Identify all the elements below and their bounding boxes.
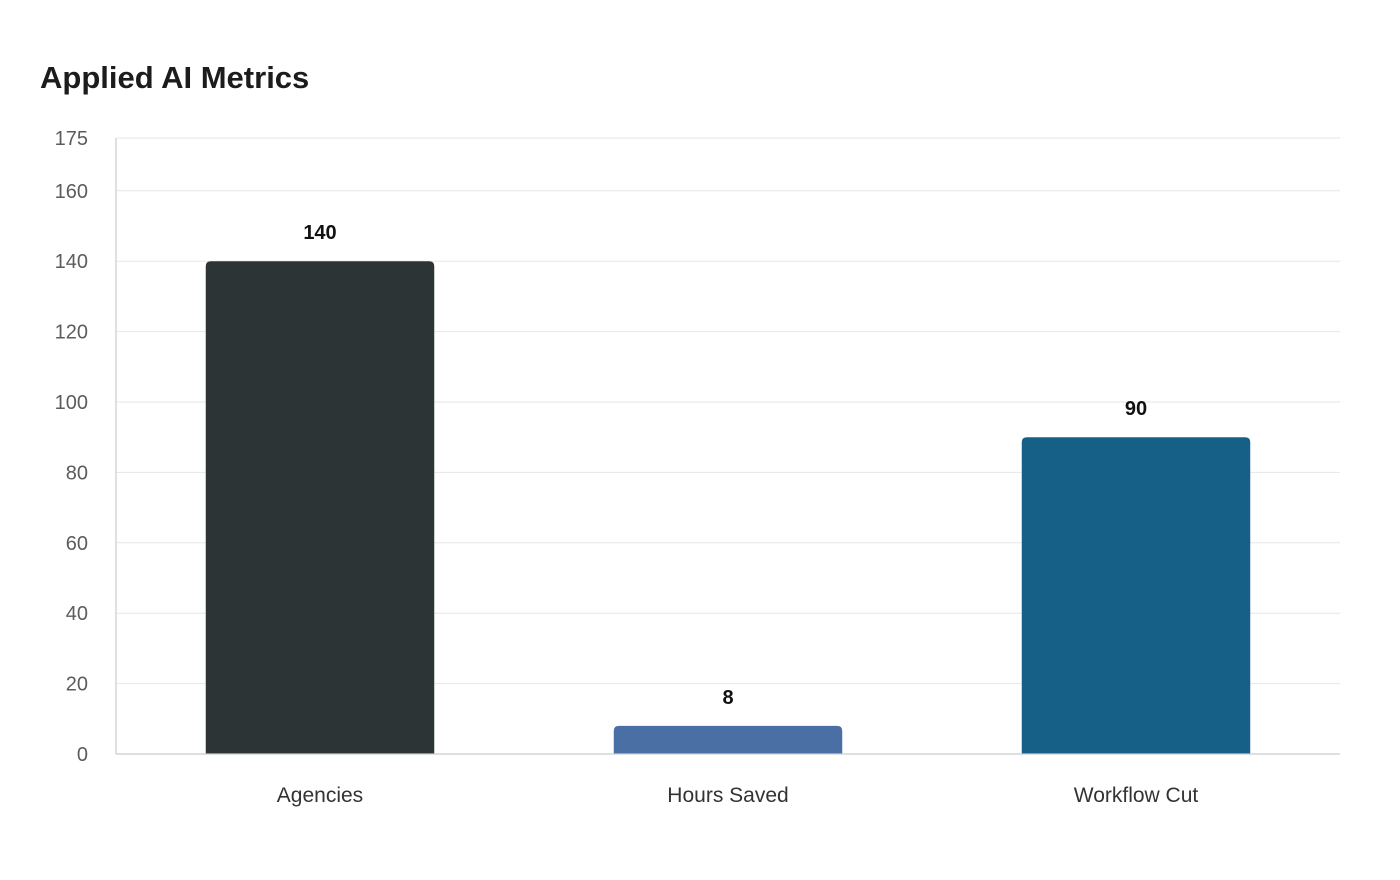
- y-tick-label: 80: [66, 462, 88, 484]
- data-label: 90: [1125, 398, 1147, 420]
- bar: [206, 261, 434, 754]
- y-tick-label: 60: [66, 533, 88, 555]
- x-tick-label: Agencies: [277, 784, 363, 807]
- bar: [1022, 437, 1250, 754]
- y-axis-ticks: 0 20 40 60 80 100 120 140 160 175: [55, 128, 88, 766]
- x-tick-label: Hours Saved: [667, 784, 788, 807]
- y-tick-label: 0: [77, 744, 88, 766]
- data-label: 8: [722, 687, 733, 709]
- y-tick-label: 100: [55, 392, 88, 414]
- y-tick-label: 120: [55, 322, 88, 344]
- data-label: 140: [303, 222, 336, 244]
- y-tick-label: 20: [66, 674, 88, 696]
- y-tick-label: 160: [55, 181, 88, 203]
- y-tick-label: 140: [55, 251, 88, 273]
- y-tick-label: 40: [66, 603, 88, 625]
- bar: [614, 726, 842, 754]
- x-tick-label: Workflow Cut: [1074, 784, 1199, 807]
- x-axis-ticks: Agencies Hours Saved Workflow Cut: [277, 784, 1199, 807]
- bars: [206, 261, 1250, 754]
- y-tick-label: 175: [55, 128, 88, 150]
